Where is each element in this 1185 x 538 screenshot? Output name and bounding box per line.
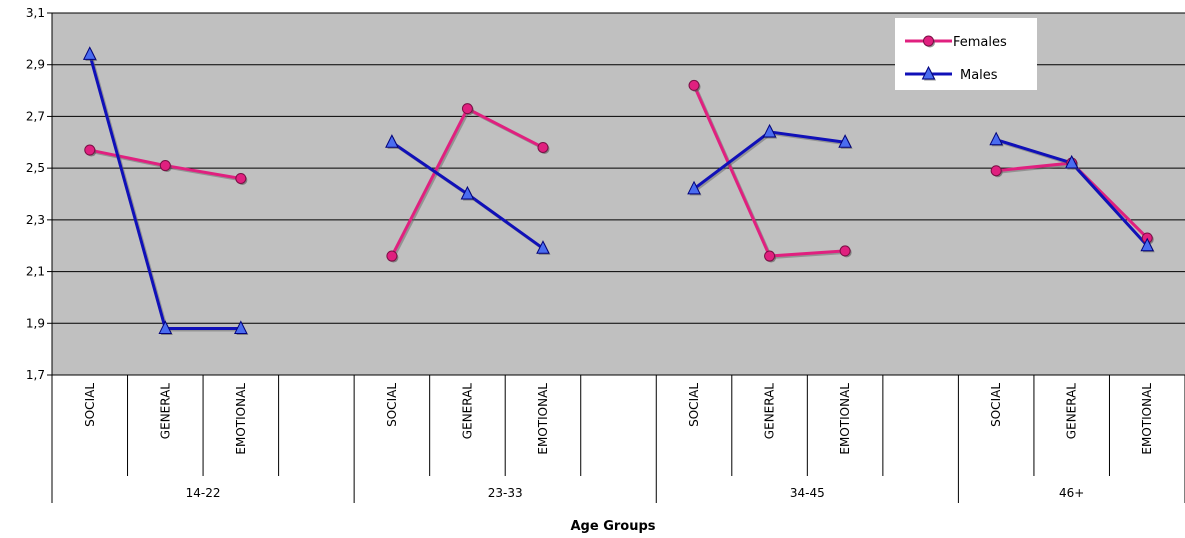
y-tick-label: 2,3 <box>26 213 45 227</box>
females-point <box>688 79 700 91</box>
females-point <box>386 250 398 262</box>
y-tick-label: 2,9 <box>26 58 45 72</box>
females-point <box>235 172 247 184</box>
females-point <box>159 160 171 172</box>
y-tick-label: 2,1 <box>26 265 45 279</box>
y-tick-label: 2,5 <box>26 161 45 175</box>
category-label: GENERAL <box>1065 383 1079 440</box>
y-tick-label: 1,7 <box>26 368 45 382</box>
category-label: SOCIAL <box>83 383 97 427</box>
females-point <box>537 141 549 153</box>
category-label: EMOTIONAL <box>1140 383 1154 455</box>
y-tick-label: 3,1 <box>26 6 45 20</box>
legend-box <box>895 18 1037 90</box>
males-point <box>460 185 475 200</box>
legend: Females Males <box>895 18 1037 90</box>
males-point <box>1064 154 1079 169</box>
males-point <box>1140 237 1155 252</box>
category-label: SOCIAL <box>687 383 701 427</box>
category-label: SOCIAL <box>385 383 399 427</box>
group-label: 23-33 <box>488 486 523 500</box>
females-point <box>839 245 851 257</box>
group-label: 46+ <box>1059 486 1084 500</box>
females-point <box>990 165 1002 177</box>
category-label: GENERAL <box>158 383 172 440</box>
males-point <box>158 320 173 334</box>
x-axis: SOCIAL GENERAL EMOTIONAL SOCIAL GENERAL EMOTI… <box>51 374 1185 503</box>
category-label: SOCIAL <box>989 383 1003 427</box>
legend-marker-females <box>923 35 934 47</box>
y-tick-label: 2,7 <box>26 109 45 123</box>
x-axis-title: Age Groups <box>570 519 655 534</box>
males-point <box>687 180 701 195</box>
group-label: 34-45 <box>790 486 825 500</box>
category-label: EMOTIONAL <box>536 383 550 455</box>
legend-label-females: Females <box>953 35 1007 50</box>
category-label: EMOTIONAL <box>234 383 248 455</box>
y-axis: 1,7 1,9 2,1 2,3 2,5 2,7 2,9 3,1 <box>26 6 53 382</box>
males-point <box>838 134 852 148</box>
legend-label-males: Males <box>960 68 998 83</box>
females-point <box>764 250 776 262</box>
males-point <box>762 123 777 138</box>
females-point <box>84 144 96 156</box>
males-point <box>536 240 550 254</box>
legend-marker-males <box>921 65 936 80</box>
males-point <box>385 134 399 148</box>
females-point <box>461 103 473 115</box>
category-label: GENERAL <box>763 383 777 440</box>
males-point <box>234 320 248 334</box>
series-markers <box>82 46 1155 335</box>
males-point <box>989 131 1003 146</box>
group-label: 14-22 <box>186 486 221 500</box>
category-label: EMOTIONAL <box>838 383 852 455</box>
y-tick-label: 1,9 <box>26 316 45 330</box>
category-label: GENERAL <box>460 383 474 440</box>
males-point <box>82 46 97 60</box>
